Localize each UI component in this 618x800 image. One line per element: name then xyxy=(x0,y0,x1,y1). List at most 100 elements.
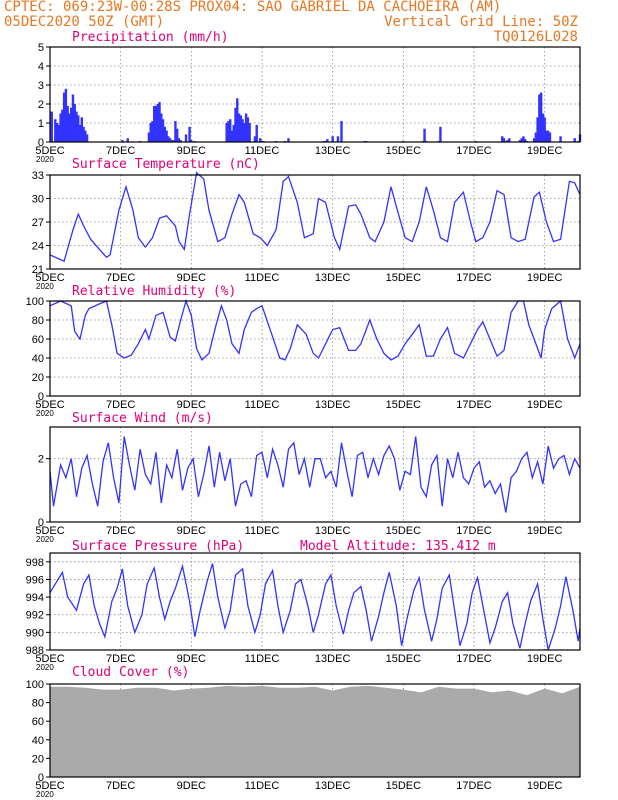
precip-bar xyxy=(506,140,509,142)
x-tick-label: 13DEC xyxy=(315,145,351,157)
x-year-label: 2020 xyxy=(36,155,54,164)
precip-bar xyxy=(227,121,230,142)
precip-bar xyxy=(534,132,538,142)
precip-frame xyxy=(49,46,581,143)
x-tick-label: 17DEC xyxy=(456,653,492,665)
cloud-frame xyxy=(49,683,581,778)
x-tick-label: 13DEC xyxy=(315,399,351,411)
panels: Precipitation (mm/h) 5DEC 7DEC 9DEC 11DEC 13D… xyxy=(26,30,582,799)
precip-bar xyxy=(524,139,527,142)
precip-bar xyxy=(77,115,80,142)
precip-bar xyxy=(241,119,244,142)
precip-bar xyxy=(165,130,168,142)
precip-bar xyxy=(259,138,262,142)
x-year-label: 2020 xyxy=(36,790,54,799)
precip-bar xyxy=(501,136,504,142)
precip-bar xyxy=(287,138,290,142)
precip-bar xyxy=(244,113,248,142)
precip-bar xyxy=(85,134,89,142)
x-tick-label: 11DEC xyxy=(245,780,280,792)
precip-bar xyxy=(520,138,523,142)
x-tick-label: 5DEC xyxy=(35,525,64,537)
precip-bar xyxy=(172,140,175,142)
rh-series-line xyxy=(49,298,581,361)
y-tick-label: 24 xyxy=(32,241,44,253)
x-tick-label: 11DEC xyxy=(245,145,280,157)
precip-bar xyxy=(84,130,87,142)
y-tick-label: 994 xyxy=(26,592,44,604)
precip-bar xyxy=(168,138,172,142)
x-tick-label: 17DEC xyxy=(456,272,492,284)
x-tick-label: 5DEC xyxy=(35,272,64,284)
temp-title: Surface Temperature (nC) xyxy=(72,157,260,172)
precip-bar xyxy=(234,107,237,142)
y-tick-label: 20 xyxy=(32,753,44,765)
precip-bar xyxy=(82,126,85,142)
x-tick-label: 13DEC xyxy=(315,780,351,792)
precip-bar xyxy=(80,117,83,142)
precip-bar xyxy=(176,128,179,142)
x-tick-label: 7DEC xyxy=(106,145,135,157)
y-tick-label: 60 xyxy=(32,334,44,346)
precip-bar xyxy=(62,92,66,142)
y-tick-label: 80 xyxy=(32,315,44,327)
precip-bar xyxy=(50,111,53,142)
precip-bar xyxy=(248,123,251,142)
precip-bar xyxy=(573,138,576,142)
precip-bar xyxy=(239,115,242,142)
precip-bar xyxy=(55,123,59,142)
y-tick-label: 40 xyxy=(32,353,44,365)
x-tick-label: 7DEC xyxy=(106,399,135,411)
precip-bar xyxy=(170,140,174,142)
precip-bar xyxy=(188,126,191,142)
y-tick-label: 80 xyxy=(32,698,44,710)
precip-bar xyxy=(156,104,159,142)
precip-bar xyxy=(246,117,250,142)
x-tick-label: 9DEC xyxy=(177,653,206,665)
x-year-label: 2020 xyxy=(36,409,54,418)
precip-bar xyxy=(149,123,152,142)
x-tick-label: 15DEC xyxy=(386,272,422,284)
x-tick-label: 13DEC xyxy=(315,653,351,665)
precip-bar xyxy=(75,111,78,142)
wind-panel: Surface Wind (m/s) 5DEC 7DEC 9DEC 11DEC 13DEC… xyxy=(35,411,581,544)
x-tick-label: 7DEC xyxy=(106,780,135,792)
x-tick-label: 19DEC xyxy=(527,653,563,665)
precip-bar xyxy=(331,136,334,142)
precip-bar xyxy=(538,94,541,142)
precip-bar xyxy=(153,105,156,142)
y-tick-label: 0 xyxy=(38,137,44,149)
header-run-date: 05DEC2020 50Z (GMT) xyxy=(4,14,164,30)
precip-bar xyxy=(236,98,239,142)
x-tick-label: 7DEC xyxy=(106,272,135,284)
precip-bar xyxy=(73,104,76,142)
y-tick-label: 3 xyxy=(38,80,44,92)
x-tick-label: 9DEC xyxy=(177,145,206,157)
x-tick-label: 17DEC xyxy=(456,780,492,792)
y-tick-label: 0 xyxy=(38,517,44,529)
x-tick-label: 17DEC xyxy=(456,145,492,157)
y-tick-label: 0 xyxy=(38,391,44,403)
x-tick-label: 19DEC xyxy=(527,399,563,411)
x-tick-label: 15DEC xyxy=(386,780,422,792)
x-tick-label: 9DEC xyxy=(177,525,206,537)
cloud-title: Cloud Cover (%) xyxy=(72,665,189,680)
x-tick-label: 5DEC xyxy=(35,145,64,157)
x-tick-label: 15DEC xyxy=(386,399,422,411)
precip-bar xyxy=(502,138,506,142)
precip-bar xyxy=(184,134,188,142)
precip-bar xyxy=(160,113,163,142)
precip-bar xyxy=(518,140,522,142)
precip-bar xyxy=(154,105,158,142)
y-tick-label: 2 xyxy=(38,454,44,466)
wind-title: Surface Wind (m/s) xyxy=(72,411,213,426)
precip-bar xyxy=(536,117,539,142)
precip-bar xyxy=(59,113,62,142)
cloud-panel: Cloud Cover (%) 5DEC 7DEC 9DEC 11DEC 13DEC 15D… xyxy=(26,665,581,799)
y-tick-label: 990 xyxy=(26,627,44,639)
precip-bar xyxy=(68,113,71,142)
y-tick-label: 60 xyxy=(32,716,44,728)
x-tick-label: 15DEC xyxy=(386,145,422,157)
y-tick-label: 2 xyxy=(38,99,44,111)
